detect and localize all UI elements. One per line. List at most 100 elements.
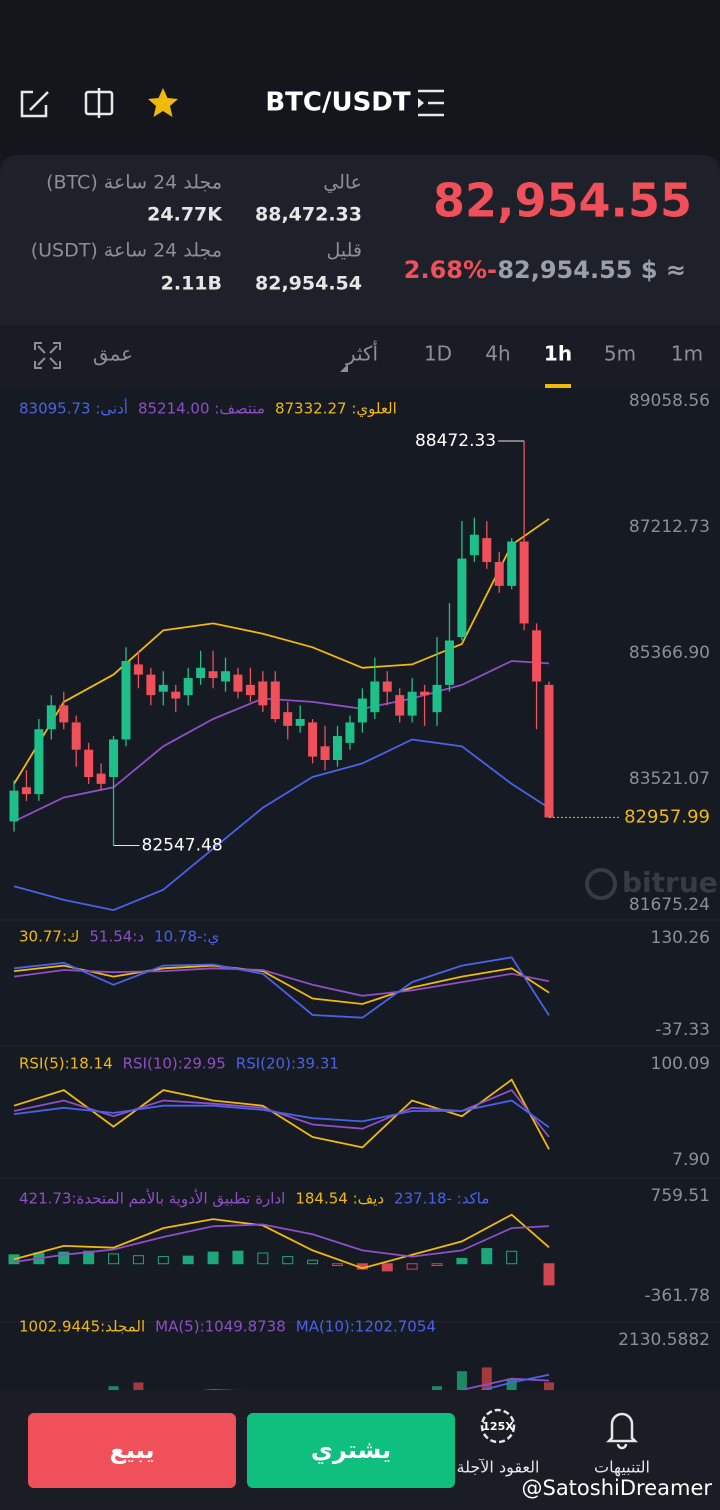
last-price: 82,954.55: [433, 174, 692, 228]
candle-body: [370, 681, 380, 713]
sell-label[interactable]: يبيع: [110, 1436, 155, 1464]
more-tab[interactable]: أكثر: [345, 341, 378, 366]
max-label: 88472.33: [415, 431, 496, 451]
y-tick-label: 759.51: [651, 1186, 710, 1206]
legend-entry: MA(5):1049.8738: [155, 1318, 286, 1336]
macd-bar: [182, 1255, 194, 1265]
legend-entry: MA(10):1202.7054: [296, 1318, 436, 1336]
candle-body: [357, 698, 367, 723]
legend-entry: RSI(5):18.14: [19, 1055, 113, 1073]
edit-icon[interactable]: [20, 90, 49, 118]
candle-body: [420, 691, 430, 696]
stat-label: مجلد 24 ساعة (BTC): [46, 172, 222, 194]
futures-label[interactable]: العقود الآجلة: [457, 1458, 540, 1478]
macd-bar: [232, 1250, 244, 1265]
y-tick-label: 89058.56: [629, 391, 710, 411]
y-tick-label: 130.26: [651, 928, 710, 948]
candle-body: [245, 684, 255, 696]
brand-text: bitrue: [622, 866, 718, 899]
alerts-icon[interactable]: [605, 1412, 639, 1450]
fullscreen-icon[interactable]: [34, 342, 61, 369]
candle-body: [46, 705, 56, 730]
pair[interactable]: BTC/USDT: [265, 88, 411, 118]
macd-bar: [207, 1251, 219, 1265]
stat-label: مجلد 24 ساعة (USDT): [31, 240, 222, 262]
min-label: 82547.48: [142, 835, 223, 855]
y-tick-label: 2130.5882: [618, 1330, 710, 1350]
indicator-line: [13, 1099, 550, 1129]
indicator-line: [13, 518, 550, 785]
indicator-line: [13, 956, 550, 1019]
indicator-line: [13, 1223, 550, 1263]
plot-area: 89058.56 87212.73 85366.90 83521.07 81675.24…: [0, 391, 720, 1420]
interval-tab[interactable]: 1m: [671, 342, 703, 366]
macd-bar: [108, 1253, 120, 1265]
candle-body: [171, 691, 181, 699]
watermark: @SatoshiDreamer: [521, 1476, 712, 1500]
stat-value: 24.77K: [147, 204, 223, 226]
legend-entry: أدنى: 83095.73: [19, 399, 128, 418]
y-tick-label: 85366.90: [629, 643, 710, 663]
legend-entry: ي:-10.78: [154, 928, 219, 947]
macd-bar: [456, 1257, 468, 1265]
candle-body: [96, 773, 106, 784]
legend-entry: ك:30.77: [19, 928, 79, 946]
candle-body: [494, 561, 504, 586]
candle-body: [9, 790, 19, 822]
interval-tab[interactable]: 5m: [604, 342, 636, 366]
macd-bar: [331, 1263, 343, 1267]
candle-body: [133, 664, 143, 675]
candle-body: [158, 684, 168, 692]
interval-tab[interactable]: 1D: [424, 342, 452, 366]
buy-button[interactable]: [247, 1413, 455, 1488]
split-icon[interactable]: [84, 88, 114, 118]
legend-entry: ماكد: -237.18: [394, 1190, 489, 1208]
candle-body: [432, 684, 442, 713]
macd-bar: [132, 1255, 144, 1265]
alerts-label[interactable]: التنبيهات: [594, 1458, 650, 1478]
candle-body: [308, 722, 318, 757]
candle-body: [121, 660, 131, 740]
legend-entry: RSI(10):29.95: [123, 1055, 226, 1073]
candle-body: [221, 671, 231, 682]
menu-icon[interactable]: [418, 89, 444, 117]
stats-panel: [0, 155, 720, 325]
macd-bar: [543, 1263, 555, 1286]
indicator-line: [13, 660, 550, 823]
macd-bar: [282, 1256, 294, 1265]
depth-tab[interactable]: عمق: [93, 342, 133, 366]
stat-value: 2.11B: [161, 273, 222, 295]
candle-body: [196, 667, 206, 679]
macd-bar: [157, 1256, 169, 1265]
indicator-line: [13, 738, 550, 912]
candle-body: [71, 722, 81, 750]
buy-label[interactable]: يشتري: [311, 1436, 391, 1464]
favorite-star[interactable]: [148, 88, 178, 117]
y-tick-label: 87212.73: [629, 517, 710, 537]
candle-body: [407, 691, 417, 716]
indicator-line: [13, 967, 550, 997]
macd-bar: [58, 1251, 70, 1265]
interval-tab[interactable]: 4h: [485, 342, 510, 366]
candle-body: [332, 736, 342, 760]
interval-tab-active[interactable]: 1h: [544, 342, 572, 366]
sell-button[interactable]: [28, 1413, 236, 1488]
legend-entry: العلوي: 87332.27: [275, 400, 397, 419]
futures-icon[interactable]: [480, 1408, 516, 1444]
candle-body: [519, 541, 529, 624]
legend-entry: المجلد:1002.9445: [19, 1318, 145, 1336]
macd-bar: [506, 1250, 518, 1265]
candle-body: [382, 681, 392, 692]
futures-badge[interactable]: 125X: [482, 1420, 514, 1433]
candle-body: [395, 695, 405, 716]
candle-body: [295, 719, 305, 726]
candle-body: [59, 705, 69, 723]
y-tick-label: -37.33: [655, 1020, 710, 1040]
candle-body: [84, 749, 94, 778]
stat-label: قليل: [327, 240, 363, 262]
fiat-price: 82,954.55 $ ≈: [497, 256, 686, 284]
candle-body: [233, 674, 243, 692]
candle-body: [469, 534, 479, 556]
